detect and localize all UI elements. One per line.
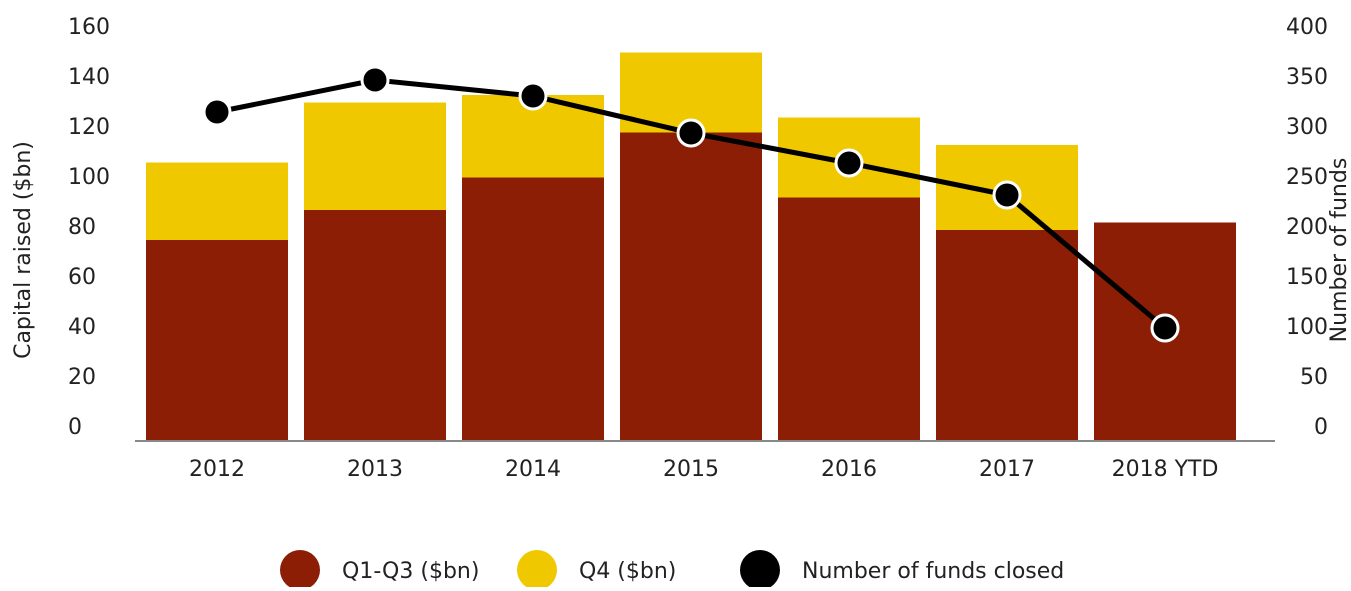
y2-tick-label: 400	[1286, 15, 1328, 40]
line-point	[1150, 313, 1180, 343]
y2-tick-label: 250	[1286, 165, 1328, 190]
y2-tick-label: 0	[1314, 415, 1328, 440]
line-point	[518, 81, 548, 111]
y2-tick-label: 100	[1286, 315, 1328, 340]
y-axis-title: Capital raised ($bn)	[11, 141, 36, 359]
line-point	[202, 97, 232, 127]
bar-segment	[936, 230, 1078, 440]
line-point	[360, 65, 390, 95]
line-point	[834, 148, 864, 178]
y-tick-label: 80	[68, 215, 96, 240]
x-tick-label: 2014	[505, 457, 561, 482]
y-tick-label: 0	[68, 415, 82, 440]
x-tick-label: 2012	[189, 457, 245, 482]
bar-segment	[462, 177, 604, 440]
legend-swatch	[517, 550, 557, 590]
legend-swatch	[740, 550, 780, 590]
line-point	[992, 180, 1022, 210]
y-tick-label: 140	[68, 65, 110, 90]
x-tick-label: 2017	[979, 457, 1035, 482]
x-tick-label: 2018 YTD	[1112, 457, 1219, 482]
y-tick-label: 20	[68, 365, 96, 390]
legend-label: Number of funds closed	[802, 559, 1064, 584]
y-tick-label: 120	[68, 115, 110, 140]
y-tick-label: 60	[68, 265, 96, 290]
legend-swatch	[280, 550, 320, 590]
y2-tick-label: 50	[1300, 365, 1328, 390]
x-tick-label: 2016	[821, 457, 877, 482]
y2-tick-label: 150	[1286, 265, 1328, 290]
y2-tick-label: 200	[1286, 215, 1328, 240]
x-tick-label: 2013	[347, 457, 403, 482]
y2-tick-label: 300	[1286, 115, 1328, 140]
y-tick-label: 40	[68, 315, 96, 340]
bar-segment	[304, 102, 446, 210]
legend-label: Q1-Q3 ($bn)	[342, 559, 479, 584]
bar-segment	[620, 132, 762, 440]
y2-tick-label: 350	[1286, 65, 1328, 90]
y2-axis-title: Number of funds	[1327, 158, 1351, 343]
y-tick-label: 100	[68, 165, 110, 190]
y-tick-label: 160	[68, 15, 110, 40]
bar-segment	[778, 197, 920, 440]
bar-segment	[304, 210, 446, 440]
line-point	[676, 118, 706, 148]
x-tick-label: 2015	[663, 457, 719, 482]
legend-label: Q4 ($bn)	[579, 559, 676, 584]
bar-segment	[146, 162, 288, 240]
bar-segment	[146, 240, 288, 440]
